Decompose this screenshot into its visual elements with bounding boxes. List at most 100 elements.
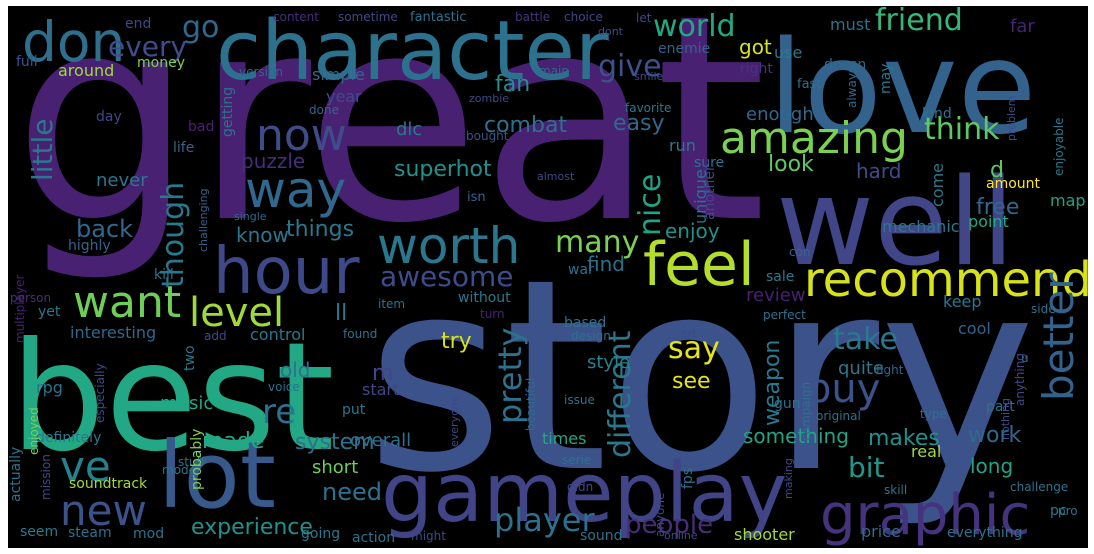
word-ve: ve bbox=[60, 442, 111, 491]
word-person: person bbox=[10, 291, 51, 305]
word-little: little bbox=[26, 118, 59, 181]
word-think: think bbox=[924, 112, 1000, 147]
word-mission: mission bbox=[39, 454, 53, 500]
word-online: online bbox=[664, 529, 698, 542]
word-kill: kill bbox=[154, 267, 174, 283]
word-isn: isn bbox=[467, 190, 486, 205]
word-especially: especially bbox=[93, 363, 107, 423]
word-better: better bbox=[1034, 272, 1083, 401]
word-don: don bbox=[22, 10, 125, 74]
word-find: find bbox=[587, 252, 625, 276]
word-life: life bbox=[173, 140, 194, 156]
word-look: look bbox=[768, 152, 814, 177]
word-side: side bbox=[1031, 302, 1056, 316]
word-item: item bbox=[378, 297, 405, 311]
word-let: let bbox=[636, 11, 652, 25]
word-many: many bbox=[555, 225, 639, 260]
word-mode: mode bbox=[162, 463, 196, 477]
word-long: long bbox=[970, 454, 1013, 478]
word-things: things bbox=[286, 217, 354, 242]
word-know: know bbox=[236, 223, 289, 247]
word-fantastic: fantastic bbox=[410, 10, 466, 25]
word-around: around bbox=[58, 61, 114, 80]
word-new: new bbox=[60, 486, 147, 535]
word-real: real bbox=[911, 442, 941, 461]
word-keep: keep bbox=[943, 292, 982, 311]
word-nothing: nothing bbox=[999, 398, 1012, 440]
word-friend: friend bbox=[875, 6, 963, 38]
word-pro: pro bbox=[1058, 504, 1078, 518]
word-experience: experience bbox=[191, 515, 313, 540]
word-action: action bbox=[352, 530, 395, 546]
word-use: use bbox=[774, 43, 802, 62]
word-made: made bbox=[202, 429, 264, 454]
word-best: best bbox=[10, 311, 334, 485]
word-always: always bbox=[845, 67, 859, 108]
word-enjoyed: enjoyed bbox=[27, 407, 41, 455]
word-issue: issue bbox=[564, 393, 595, 407]
word-main: main bbox=[539, 64, 569, 78]
word-definitely: definitely bbox=[36, 430, 101, 446]
word-original: original bbox=[816, 409, 861, 423]
word-enjoyable: enjoyable bbox=[1052, 118, 1066, 176]
word-another: another bbox=[702, 165, 718, 220]
word-stuff: stuff bbox=[178, 455, 206, 469]
word-almost: almost bbox=[537, 170, 575, 183]
word-year: year bbox=[326, 87, 362, 106]
word-something: something bbox=[743, 424, 849, 448]
word-content: content bbox=[273, 10, 319, 24]
word-overall: overall bbox=[350, 430, 411, 451]
word-people: people bbox=[625, 510, 713, 540]
word-steam: steam bbox=[68, 525, 112, 541]
word-going: going bbox=[301, 526, 340, 542]
word-mechanic: mechanic bbox=[882, 217, 960, 236]
word-everything: everything bbox=[947, 525, 1023, 541]
word-sure: sure bbox=[694, 155, 724, 171]
word-nice: nice bbox=[633, 174, 668, 236]
word-work: work bbox=[968, 423, 1021, 448]
word-sale: sale bbox=[766, 269, 794, 285]
word-challenge: challenge bbox=[1010, 480, 1068, 494]
word-dlc: dlc bbox=[396, 119, 422, 140]
word-seem: seem bbox=[20, 524, 58, 540]
word-anyone: anyone bbox=[653, 493, 667, 537]
word-design: design bbox=[571, 329, 611, 343]
word-favorite: favorite bbox=[625, 101, 671, 115]
word-recommend: recommend bbox=[804, 252, 1088, 308]
word-fight: fight bbox=[876, 363, 904, 377]
word-far: far bbox=[1010, 16, 1035, 37]
word-need: need bbox=[322, 478, 382, 506]
word-skill: skill bbox=[884, 483, 907, 497]
word-right: right bbox=[740, 61, 773, 77]
word-put: put bbox=[342, 402, 366, 418]
word-buy: buy bbox=[806, 366, 880, 412]
word-money: money bbox=[137, 55, 185, 71]
word-go: go bbox=[182, 10, 219, 45]
word-didn: didn bbox=[567, 480, 593, 494]
word-anything: anything bbox=[1013, 353, 1027, 406]
word-got: got bbox=[739, 35, 772, 59]
word-rpg: rpg bbox=[36, 378, 63, 397]
word-doesn: doesn bbox=[824, 57, 866, 73]
word-art: art bbox=[680, 327, 697, 341]
word-full: full bbox=[16, 54, 38, 70]
word-feel: feel bbox=[643, 230, 755, 300]
word-music: music bbox=[160, 393, 213, 414]
word-graphic: graphic bbox=[820, 483, 1030, 548]
word-lot: lot bbox=[158, 422, 276, 529]
word-quite: quite bbox=[838, 358, 884, 379]
word-challenging: challenging bbox=[197, 188, 210, 252]
word-run: run bbox=[669, 136, 696, 155]
word-unique: unique bbox=[691, 169, 710, 224]
word-well: well bbox=[776, 154, 1015, 293]
word-every: every bbox=[108, 30, 187, 63]
word-different: different bbox=[603, 330, 638, 458]
word-superhot: superhot bbox=[394, 157, 492, 182]
word-times: times bbox=[542, 429, 586, 448]
word-shooter: shooter bbox=[734, 525, 795, 544]
word-may: may bbox=[878, 63, 894, 94]
word-great: great bbox=[13, 6, 767, 286]
word-turn: turn bbox=[480, 307, 505, 321]
word-now: now bbox=[256, 110, 347, 161]
